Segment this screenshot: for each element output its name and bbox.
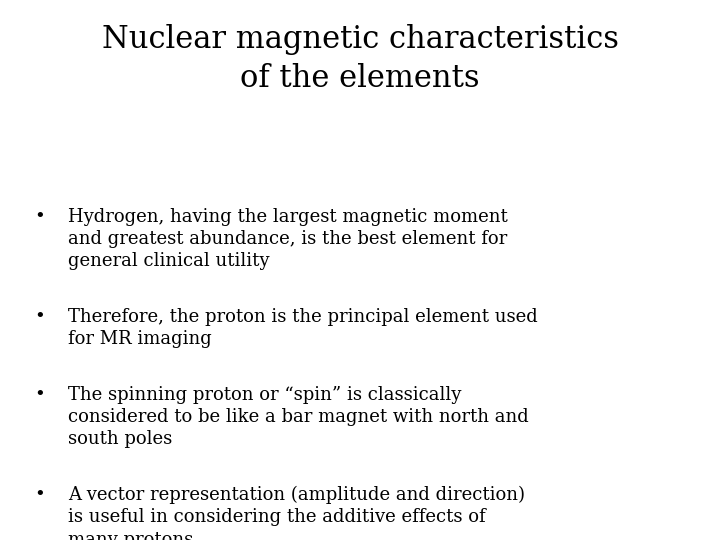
Text: •: • xyxy=(35,486,45,504)
Text: •: • xyxy=(35,386,45,404)
Text: •: • xyxy=(35,308,45,326)
Text: Hydrogen, having the largest magnetic moment
and greatest abundance, is the best: Hydrogen, having the largest magnetic mo… xyxy=(68,208,508,271)
Text: •: • xyxy=(35,208,45,226)
Text: Therefore, the proton is the principal element used
for MR imaging: Therefore, the proton is the principal e… xyxy=(68,308,538,348)
Text: Nuclear magnetic characteristics
of the elements: Nuclear magnetic characteristics of the … xyxy=(102,24,618,93)
Text: A vector representation (amplitude and direction)
is useful in considering the a: A vector representation (amplitude and d… xyxy=(68,486,526,540)
Text: The spinning proton or “spin” is classically
considered to be like a bar magnet : The spinning proton or “spin” is classic… xyxy=(68,386,529,449)
